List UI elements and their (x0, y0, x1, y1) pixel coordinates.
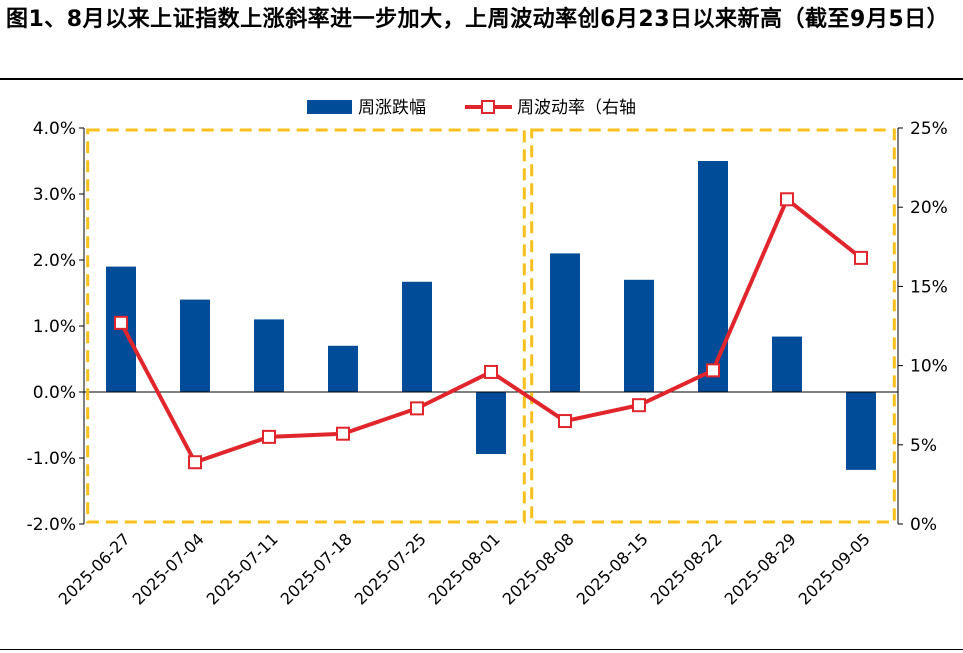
x-axis-tick-label: 2025-09-05 (795, 529, 874, 608)
highlight-box (86, 128, 526, 524)
right-axis-tick-label: 20% (910, 198, 948, 218)
highlight-box (530, 128, 896, 524)
legend: 周涨跌幅 周波动率（右轴 (307, 98, 636, 118)
volatility-point (484, 364, 498, 379)
x-axis-tick-label: 2025-07-25 (351, 529, 430, 608)
x-axis-tick-label: 2025-08-01 (425, 529, 504, 608)
x-axis-tick-label: 2025-08-22 (647, 529, 726, 608)
bottom-divider (0, 649, 963, 650)
right-axis-tick-label: 0% (910, 515, 937, 535)
bar-weekly-change (328, 345, 358, 392)
right-axis-tick-label: 15% (910, 277, 948, 297)
right-axis-tick-label: 5% (910, 436, 937, 456)
volatility-point (706, 363, 720, 378)
bar-weekly-change (254, 319, 284, 392)
bar-weekly-change (180, 299, 210, 392)
bar-weekly-change (550, 253, 580, 392)
legend-line-marker (481, 100, 495, 114)
x-axis-tick-label: 2025-06-27 (55, 529, 134, 608)
volatility-point (558, 414, 572, 429)
bar-weekly-change (698, 161, 728, 392)
volatility-point (336, 426, 350, 441)
volatility-point (410, 401, 424, 416)
left-axis-tick-label: 3.0% (33, 185, 76, 205)
volatility-point (114, 315, 128, 330)
bar-weekly-change (476, 392, 506, 455)
title-divider (0, 78, 963, 80)
volatility-point (854, 250, 868, 265)
x-axis-tick-label: 2025-07-18 (277, 529, 356, 608)
x-axis-tick-label: 2025-08-08 (499, 529, 578, 608)
x-axis-tick-label: 2025-07-11 (203, 529, 282, 608)
bar-weekly-change (846, 392, 876, 470)
x-axis-tick-label: 2025-08-29 (721, 529, 800, 608)
volatility-point (262, 429, 276, 444)
left-axis-tick-label: 0.0% (33, 383, 76, 403)
bar-weekly-change (402, 281, 432, 392)
bar-weekly-change (624, 279, 654, 392)
left-axis-tick-label: 4.0% (33, 119, 76, 139)
left-axis-tick-label: 1.0% (33, 317, 76, 337)
left-axis-tick-label: -2.0% (27, 515, 76, 535)
volatility-point (780, 192, 794, 207)
bar-weekly-change (772, 336, 802, 392)
volatility-point (188, 455, 202, 470)
left-axis-tick-label: 2.0% (33, 251, 76, 271)
legend-line-label: 周波动率（右轴 (517, 98, 636, 118)
right-axis-tick-label: 25% (910, 119, 948, 139)
volatility-point (632, 398, 646, 413)
x-axis-tick-label: 2025-07-04 (129, 529, 208, 608)
right-axis-tick-label: 10% (910, 357, 948, 377)
left-axis-tick-label: -1.0% (27, 449, 76, 469)
x-axis-tick-label: 2025-08-15 (573, 529, 652, 608)
chart-title: 图1、8月以来上证指数上涨斜率进一步加大，上周波动率创6月23日以来新高（截至9… (6, 7, 950, 32)
legend-bar-swatch (307, 100, 352, 114)
legend-bar-label: 周涨跌幅 (358, 98, 426, 118)
